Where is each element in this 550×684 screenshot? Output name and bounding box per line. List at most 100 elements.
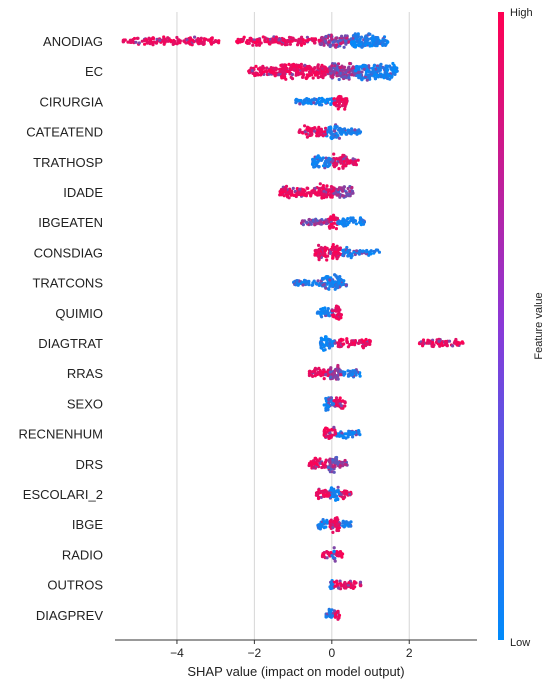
shap-point: [336, 399, 340, 403]
shap-point: [421, 341, 425, 345]
shap-point: [323, 430, 327, 434]
shap-point: [265, 40, 269, 44]
shap-point: [285, 42, 289, 47]
shap-point: [354, 581, 358, 585]
shap-point: [426, 341, 431, 345]
shap-point: [214, 39, 218, 43]
shap-point: [334, 36, 338, 40]
shap-point: [339, 492, 343, 496]
shap-point: [311, 374, 315, 378]
shap-point: [352, 40, 356, 44]
x-axis: −4 −2 0 2: [115, 639, 477, 660]
feature-row-ec: [247, 61, 399, 82]
shap-point: [332, 132, 336, 136]
feature-row-consdiag: [313, 243, 381, 262]
shap-point: [460, 340, 464, 344]
shap-point: [305, 221, 309, 225]
feature-labels: ANODIAG EC CIRURGIA CATEATEND TRATHOSP IDADE I…: [19, 34, 104, 623]
shap-point: [313, 186, 317, 190]
shap-point: [332, 152, 336, 156]
feature-row-diagprev: [324, 607, 342, 621]
shap-point: [333, 375, 337, 379]
shap-point: [145, 41, 149, 45]
shap-point: [353, 128, 357, 132]
shap-point: [339, 313, 343, 317]
shap-point: [323, 130, 327, 134]
shap-point: [335, 217, 339, 221]
shap-point: [313, 126, 317, 130]
shap-point: [350, 73, 354, 77]
shap-point: [148, 40, 152, 44]
shap-point: [377, 250, 381, 254]
shap-point: [346, 66, 351, 70]
shap-point: [354, 371, 358, 375]
shap-point: [334, 247, 338, 252]
shap-point: [351, 217, 355, 221]
shap-point: [332, 315, 336, 319]
shap-point: [337, 100, 341, 104]
shap-point: [341, 189, 345, 193]
shap-point: [336, 107, 340, 111]
shap-point: [323, 253, 327, 257]
shap-point: [335, 313, 339, 317]
shap-point: [294, 283, 298, 287]
shap-point: [343, 372, 347, 376]
shap-point: [371, 34, 375, 38]
shap-point: [328, 370, 332, 374]
shap-point: [308, 69, 312, 73]
shap-point: [358, 339, 362, 343]
shap-point: [342, 45, 346, 49]
shap-point: [337, 615, 341, 619]
shap-point: [321, 283, 325, 287]
shap-point: [331, 465, 335, 469]
shap-point: [250, 69, 254, 73]
shap-point: [452, 341, 456, 345]
shap-point: [301, 219, 305, 223]
shap-point: [324, 614, 328, 618]
shap-point: [349, 40, 354, 44]
shap-point: [336, 522, 340, 526]
shap-point: [334, 131, 338, 135]
shap-point: [326, 281, 330, 285]
shap-point: [336, 497, 340, 501]
shap-point: [317, 38, 321, 43]
shap-point: [319, 246, 323, 250]
shap-point: [341, 342, 345, 346]
feature-label-radio: RADIO: [62, 547, 103, 562]
shap-point: [317, 243, 321, 247]
shap-point: [322, 428, 327, 432]
shap-point: [333, 492, 337, 496]
shap-point: [341, 194, 346, 198]
shap-point: [169, 38, 173, 43]
shap-point: [341, 166, 345, 170]
shap-point: [327, 428, 331, 432]
shap-point: [217, 39, 221, 43]
shap-point: [303, 63, 307, 67]
beeswarm-points: [121, 32, 465, 621]
shap-point: [280, 69, 284, 73]
shap-point: [361, 249, 365, 253]
shap-point: [341, 217, 345, 221]
shap-point: [335, 43, 339, 47]
shap-point: [382, 66, 386, 70]
shap-point: [332, 470, 336, 474]
shap-point: [318, 156, 322, 160]
x-tick-label-2: 0: [328, 646, 335, 660]
shap-point: [315, 70, 319, 74]
shap-point: [330, 340, 334, 344]
shap-point: [371, 41, 375, 46]
shap-point: [296, 283, 300, 287]
shap-point: [331, 530, 335, 535]
shap-point: [333, 612, 338, 616]
shap-point: [332, 580, 337, 584]
shap-point: [334, 104, 339, 108]
shap-point: [339, 583, 343, 587]
shap-point: [319, 74, 323, 79]
feature-row-cirurgia: [294, 94, 349, 111]
shap-point: [358, 374, 362, 378]
shap-point: [326, 408, 330, 412]
shap-point: [328, 251, 332, 255]
shap-point: [137, 41, 141, 45]
shap-point: [255, 43, 259, 47]
shap-point: [267, 72, 271, 76]
